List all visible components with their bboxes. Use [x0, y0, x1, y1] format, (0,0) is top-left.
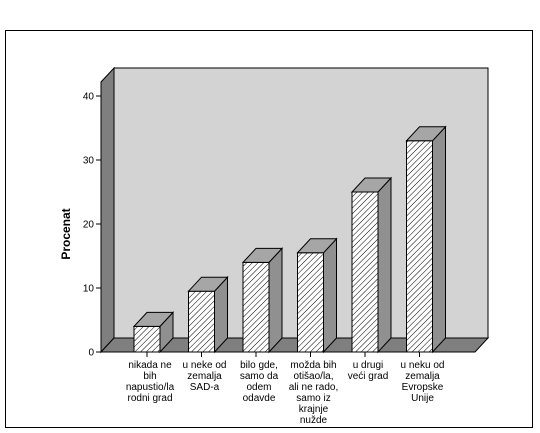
x-category-label-line: samo da	[240, 371, 279, 382]
bar-front	[242, 261, 270, 353]
bar-top	[132, 311, 175, 327]
bar-top	[241, 247, 284, 263]
bar-top	[187, 276, 229, 292]
bar-side	[377, 176, 392, 354]
x-category-label: u neke od zemalja SAD-a	[183, 360, 227, 393]
x-category-label-line: veći grad	[348, 371, 389, 382]
x-category-label-line: odem	[246, 382, 271, 393]
x-category-label: možda bih otišao/la, ali ne rado, samo iz kr…	[289, 360, 338, 426]
bars-group	[132, 125, 447, 354]
x-category-label-line: SAD-a	[190, 382, 220, 393]
bar-front	[188, 290, 215, 353]
x-category-label-line: rodni grad	[127, 393, 172, 404]
y-tick-label: 10	[83, 284, 95, 295]
bar-front	[351, 191, 379, 353]
x-category-label-line: zemalja	[187, 371, 222, 382]
x-category-label: nikada ne bih napustio/la rodni grad	[126, 360, 175, 404]
x-category-label-line: krajnje	[299, 404, 329, 415]
bar-top	[405, 126, 447, 142]
y-tick-label: 40	[83, 92, 95, 103]
x-category-label-line: ali ne rado,	[289, 382, 338, 393]
y-axis-title: Procenat	[59, 208, 73, 259]
x-category-label-line: Unije	[411, 393, 434, 404]
bar-front	[406, 140, 433, 353]
bar-top	[296, 238, 338, 254]
bar-side	[432, 125, 446, 354]
x-category-label-line: napustio/la	[126, 382, 175, 393]
x-category-label-line: samo iz	[296, 393, 330, 404]
x-category-label-line: u neke od	[183, 360, 227, 371]
y-tick-label: 30	[83, 156, 95, 167]
left-wall	[100, 66, 115, 354]
bar-front	[133, 325, 161, 353]
x-category-label-line: nužde	[300, 415, 328, 426]
bar-side	[323, 237, 337, 354]
x-category-label-line: bih	[143, 371, 156, 382]
x-category-label-line: Evropske	[402, 382, 444, 393]
x-category-label-line: u neku od	[401, 360, 445, 371]
bar-front	[297, 252, 324, 353]
x-category-label-line: možda bih	[290, 360, 336, 371]
x-category-label-line: zemalja	[405, 371, 440, 382]
x-category-label: u drugi veći grad	[348, 360, 389, 382]
x-category-label: bilo gde, samo da odem odavde	[240, 360, 279, 404]
bar-side	[268, 247, 283, 354]
x-category-label-line: otišao/la,	[293, 371, 333, 382]
x-category-label-line: u drugi	[353, 360, 384, 371]
y-tick-label: 0	[88, 348, 94, 359]
bar-top	[350, 177, 393, 193]
x-category-label-line: bilo gde,	[240, 360, 278, 371]
y-tick-label: 20	[83, 220, 95, 231]
y-axis: 0 10 20 30 40	[83, 92, 101, 359]
x-category-label-line: nikada ne	[128, 360, 172, 371]
x-category-label: u neku od zemalja Evropske Unije	[401, 360, 445, 404]
x-category-label-line: odavde	[243, 393, 276, 404]
